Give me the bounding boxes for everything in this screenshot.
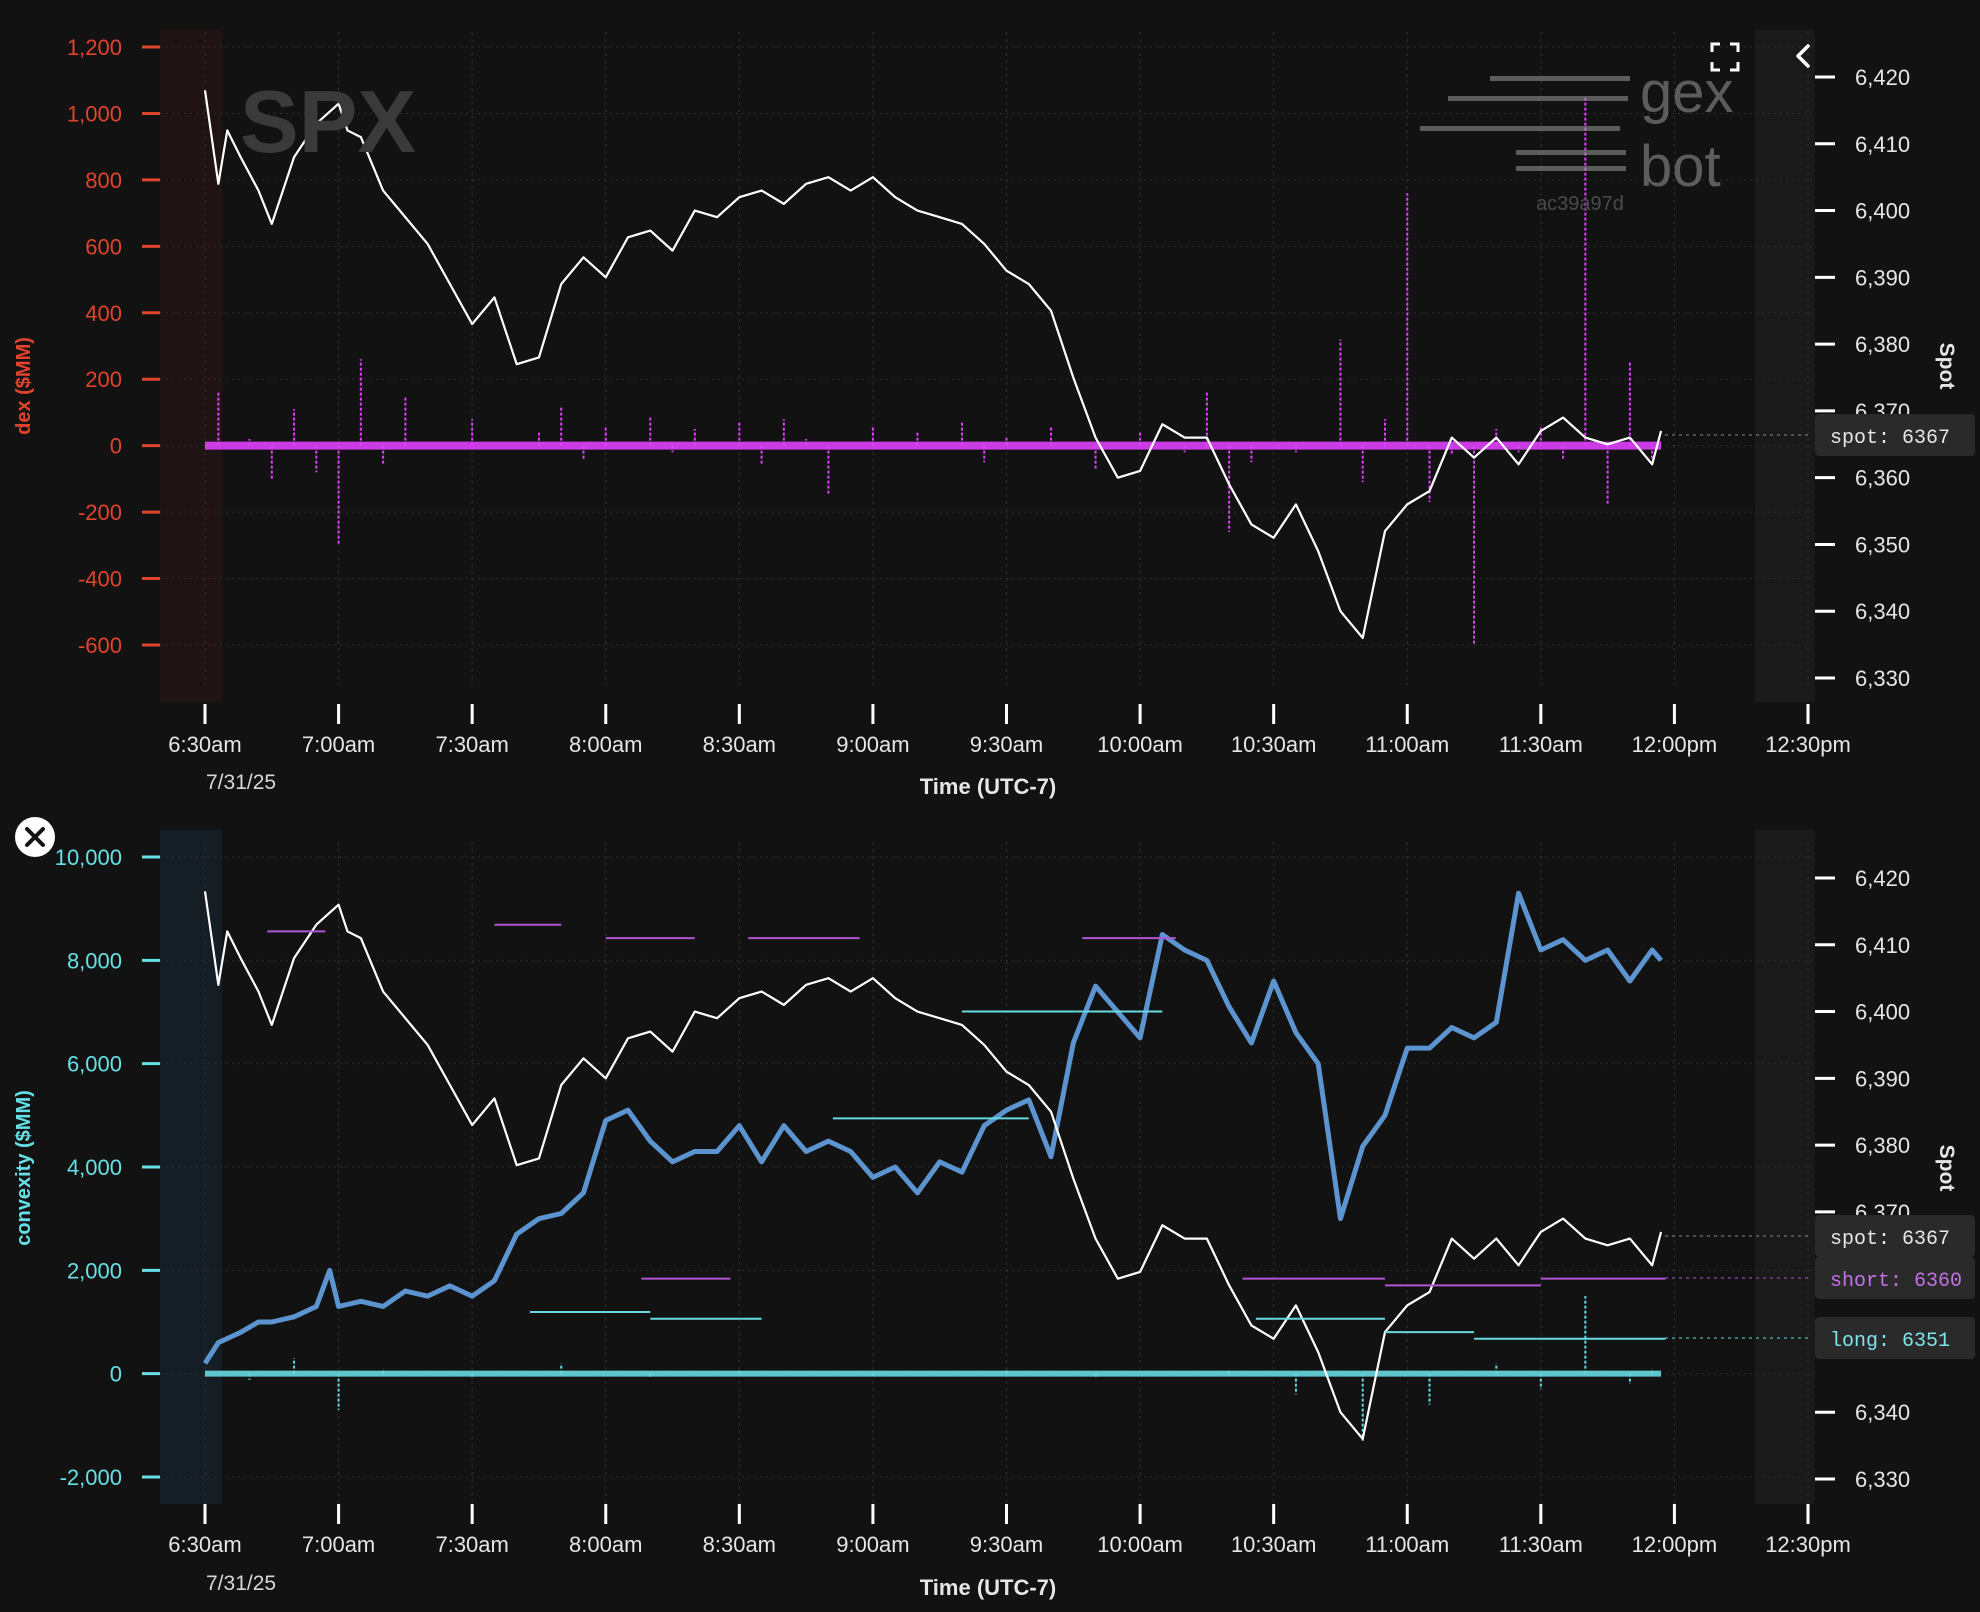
x-tick-label: 8:30am [703, 732, 776, 757]
x-tick-label: 12:00pm [1632, 732, 1718, 757]
spot-tag-box-bottom [1815, 1215, 1975, 1257]
spot-tick-label: 6,400 [1855, 199, 1910, 224]
x-tick-label: 11:30am [1499, 1532, 1583, 1557]
spot-tick-label: 6,330 [1855, 1467, 1910, 1492]
left-tick-label: 800 [85, 168, 122, 193]
left-tick-label: 1,200 [67, 35, 122, 60]
dex-axis-title: dex ($MM) [13, 337, 35, 435]
spot-tick-label: 6,390 [1855, 1066, 1910, 1091]
x-tick-label: 12:00pm [1632, 1532, 1718, 1557]
x-tick-label: 9:00am [836, 1532, 909, 1557]
x-tick-label: 11:30am [1499, 732, 1583, 757]
spot-tick-label: 6,400 [1855, 1000, 1910, 1025]
spot-tick-label: 6,360 [1855, 466, 1910, 491]
left-tick-label: 1,000 [67, 101, 122, 126]
left-tick-label: 6,000 [67, 1052, 122, 1077]
x-tick-label: 12:30pm [1765, 732, 1851, 757]
x-tick-label: 11:00am [1365, 732, 1449, 757]
build-id: ac39a97d [1536, 193, 1624, 215]
spot-line [203, 891, 1663, 1441]
time-axis-title-top: Time (UTC-7) [920, 774, 1057, 799]
x-tick-label: 9:30am [970, 1532, 1043, 1557]
ticker-watermark: SPX [240, 72, 416, 171]
x-tick-label: 7:30am [435, 732, 508, 757]
date-label-bottom: 7/31/25 [206, 1572, 276, 1595]
fullscreen-icon[interactable] [1710, 42, 1740, 72]
spot-tick-label: 6,410 [1855, 132, 1910, 157]
premarket-shade [160, 30, 222, 702]
x-tick-label: 8:00am [569, 1532, 642, 1557]
left-tick-label: 200 [85, 367, 122, 392]
spot-tick-label: 6,330 [1855, 666, 1910, 691]
date-label-top: 7/31/25 [206, 771, 276, 794]
chevron-left-icon[interactable] [1792, 42, 1816, 72]
time-axis-title-bottom: Time (UTC-7) [920, 1575, 1057, 1600]
x-tick-label: 10:30am [1231, 1532, 1317, 1557]
spot-tag-top: spot: 6367 [1830, 427, 1950, 450]
x-tick-label: 10:00am [1097, 1532, 1183, 1557]
spot-tick-label: 6,340 [1855, 599, 1910, 624]
spot-tick-label: 6,380 [1855, 332, 1910, 357]
spot-axis-title-top: Spot [1935, 343, 1958, 390]
left-tick-label: -2,000 [60, 1465, 122, 1490]
convexity-panel: 10,000 8,000 6,000 4,000 2,000 0 -2,000 6,420 6… [13, 817, 1975, 1600]
brand-bot: bot [1640, 134, 1721, 199]
spot-tick-label: 6,420 [1855, 866, 1910, 891]
x-tick-label: 8:30am [703, 1532, 776, 1557]
spot-tick-label: 6,410 [1855, 933, 1910, 958]
left-tick-label: 4,000 [67, 1155, 122, 1180]
spot-tick-label: 6,420 [1855, 65, 1910, 90]
short-tag-box [1815, 1257, 1975, 1299]
spot-tag-bottom: spot: 6367 [1830, 1228, 1950, 1251]
left-tick-label: 0 [110, 1362, 122, 1387]
spot-tick-label: 6,350 [1855, 532, 1910, 557]
x-tick-label: 10:00am [1097, 732, 1183, 757]
left-tick-label: 8,000 [67, 948, 122, 973]
x-tick-label: 10:30am [1231, 732, 1317, 757]
spot-axis-title-bottom: Spot [1935, 1145, 1958, 1192]
x-tick-label: 11:00am [1365, 1532, 1449, 1557]
left-tick-label: -400 [78, 567, 122, 592]
spot-tick-label: 6,340 [1855, 1400, 1910, 1425]
short-tag: short: 6360 [1830, 1270, 1962, 1293]
long-tag-box [1815, 1317, 1975, 1359]
x-tick-label: 7:00am [302, 732, 375, 757]
left-tick-label: 400 [85, 301, 122, 326]
x-tick-label: 12:30pm [1765, 1532, 1851, 1557]
spot-tick-label: 6,390 [1855, 265, 1910, 290]
close-icon[interactable] [15, 817, 55, 857]
x-tick-label: 8:00am [569, 732, 642, 757]
x-tick-label: 7:00am [302, 1532, 375, 1557]
left-tick-label: -200 [78, 500, 122, 525]
x-tick-label: 9:00am [836, 732, 909, 757]
long-tag: long: 6351 [1830, 1330, 1950, 1353]
left-tick-label: 600 [85, 234, 122, 259]
x-tick-label: 6:30am [168, 1532, 241, 1557]
left-tick-label: 2,000 [67, 1258, 122, 1283]
left-tick-label: 10,000 [55, 845, 122, 870]
convexity-line [202, 890, 1663, 1365]
x-tick-label: 7:30am [435, 1532, 508, 1557]
spot-tick-label: 6,380 [1855, 1133, 1910, 1158]
convexity-axis-title: convexity ($MM) [13, 1090, 35, 1246]
spot-tag-box-top [1815, 414, 1975, 456]
x-tick-label: 9:30am [970, 732, 1043, 757]
postmarket-shade [1755, 30, 1815, 702]
left-tick-label: 0 [110, 434, 122, 459]
x-tick-label: 6:30am [168, 732, 241, 757]
spot-line [203, 90, 1663, 640]
left-tick-label: -600 [78, 633, 122, 658]
dex-panel: 1,200 1,000 800 600 400 200 0 -200 -400 -600 6,42… [13, 30, 1975, 799]
